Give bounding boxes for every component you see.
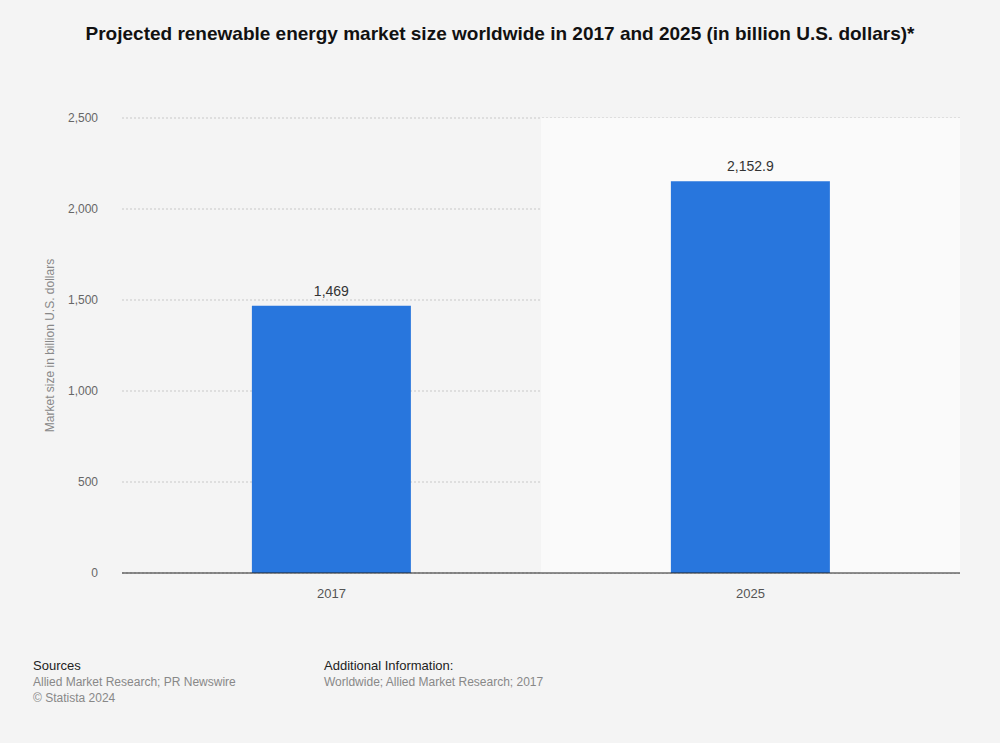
svg-text:500: 500	[78, 475, 98, 489]
svg-text:0: 0	[91, 566, 98, 580]
svg-text:1,500: 1,500	[68, 293, 98, 307]
html-text:Allied Market Research; PR New: Allied Market Research; PR Newswire	[33, 675, 236, 689]
svg-text:2,000: 2,000	[68, 202, 98, 216]
svg-text:2025: 2025	[736, 586, 765, 601]
svg-text:2017: 2017	[317, 586, 346, 601]
html-text:Projected renewable energy mar: Projected renewable energy market size w…	[85, 23, 915, 44]
svg-text:2,500: 2,500	[68, 111, 98, 125]
html-text:Worldwide; Allied Market Resea: Worldwide; Allied Market Research; 2017	[324, 675, 544, 689]
svg-text:1,469: 1,469	[314, 283, 349, 299]
html-text:© Statista 2024: © Statista 2024	[33, 691, 116, 705]
svg-text:Market size in billion U.S. do: Market size in billion U.S. dollars	[43, 259, 57, 432]
html-text:Additional Information:: Additional Information:	[324, 658, 454, 673]
svg-text:1,000: 1,000	[68, 384, 98, 398]
html-text:Sources: Sources	[33, 658, 81, 673]
svg-text:2,152.9: 2,152.9	[727, 158, 774, 174]
